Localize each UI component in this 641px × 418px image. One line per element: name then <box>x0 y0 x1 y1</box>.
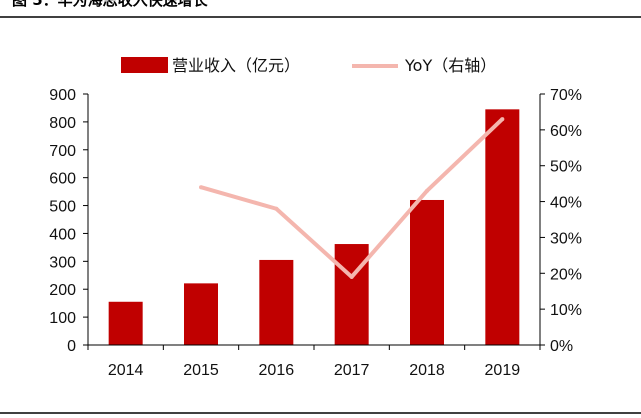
y-right-tick-label: 30% <box>550 230 582 247</box>
y-left-tick-label: 800 <box>49 115 76 132</box>
legend-label-yoy: YoY（右轴） <box>404 56 496 75</box>
x-tick-label: 2017 <box>334 362 370 379</box>
bar-2019 <box>485 109 520 345</box>
yoy-point-2019 <box>500 117 505 122</box>
y-right-tick-label: 20% <box>550 266 582 283</box>
yoy-point-2015 <box>199 185 203 190</box>
bar-2016 <box>259 259 294 345</box>
y-left-tick-label: 900 <box>49 87 76 104</box>
y-right-tick-label: 40% <box>550 195 582 212</box>
x-tick-label: 2015 <box>183 362 219 379</box>
legend-swatch-revenue <box>121 57 168 73</box>
yoy-point-2016 <box>274 206 279 211</box>
y-right-tick-label: 70% <box>550 87 582 104</box>
y-left-tick-label: 700 <box>49 143 76 160</box>
figure-caption: 图 5：华为海思收入快速增长 <box>12 0 209 9</box>
yoy-point-2018 <box>425 188 429 193</box>
y-left-tick-label: 400 <box>49 226 76 243</box>
y-right-tick-label: 50% <box>550 159 582 176</box>
x-tick-label: 2016 <box>259 362 295 379</box>
y-left-tick-label: 600 <box>49 171 76 188</box>
y-left-tick-label: 500 <box>49 199 76 216</box>
y-left-tick-label: 100 <box>49 310 76 327</box>
x-tick-label: 2018 <box>409 362 445 379</box>
yoy-point-2017 <box>349 274 354 279</box>
bar-2018 <box>410 199 444 345</box>
x-tick-label: 2019 <box>485 362 521 379</box>
bar-2015 <box>184 283 218 345</box>
axes: 0 100 200 300 400 500 600 700 800 900 0% 10% 20% 30% 4… <box>49 87 582 379</box>
legend-label-revenue: 营业收入（亿元） <box>172 56 300 75</box>
x-tick-label: 2014 <box>108 362 144 379</box>
yoy-line-series <box>199 117 505 279</box>
y-right-tick-label: 60% <box>550 123 582 140</box>
bar-2014 <box>108 301 143 345</box>
y-left-tick-label: 300 <box>49 254 76 271</box>
y-left-tick-label: 0 <box>67 338 76 355</box>
y-right-tick-label: 0% <box>550 338 573 355</box>
y-right-tick-label: 10% <box>550 302 582 319</box>
bar-2017 <box>334 244 369 345</box>
legend: 营业收入（亿元） YoY（右轴） <box>121 56 496 75</box>
bar-series <box>108 109 520 345</box>
y-left-tick-label: 200 <box>49 282 76 299</box>
